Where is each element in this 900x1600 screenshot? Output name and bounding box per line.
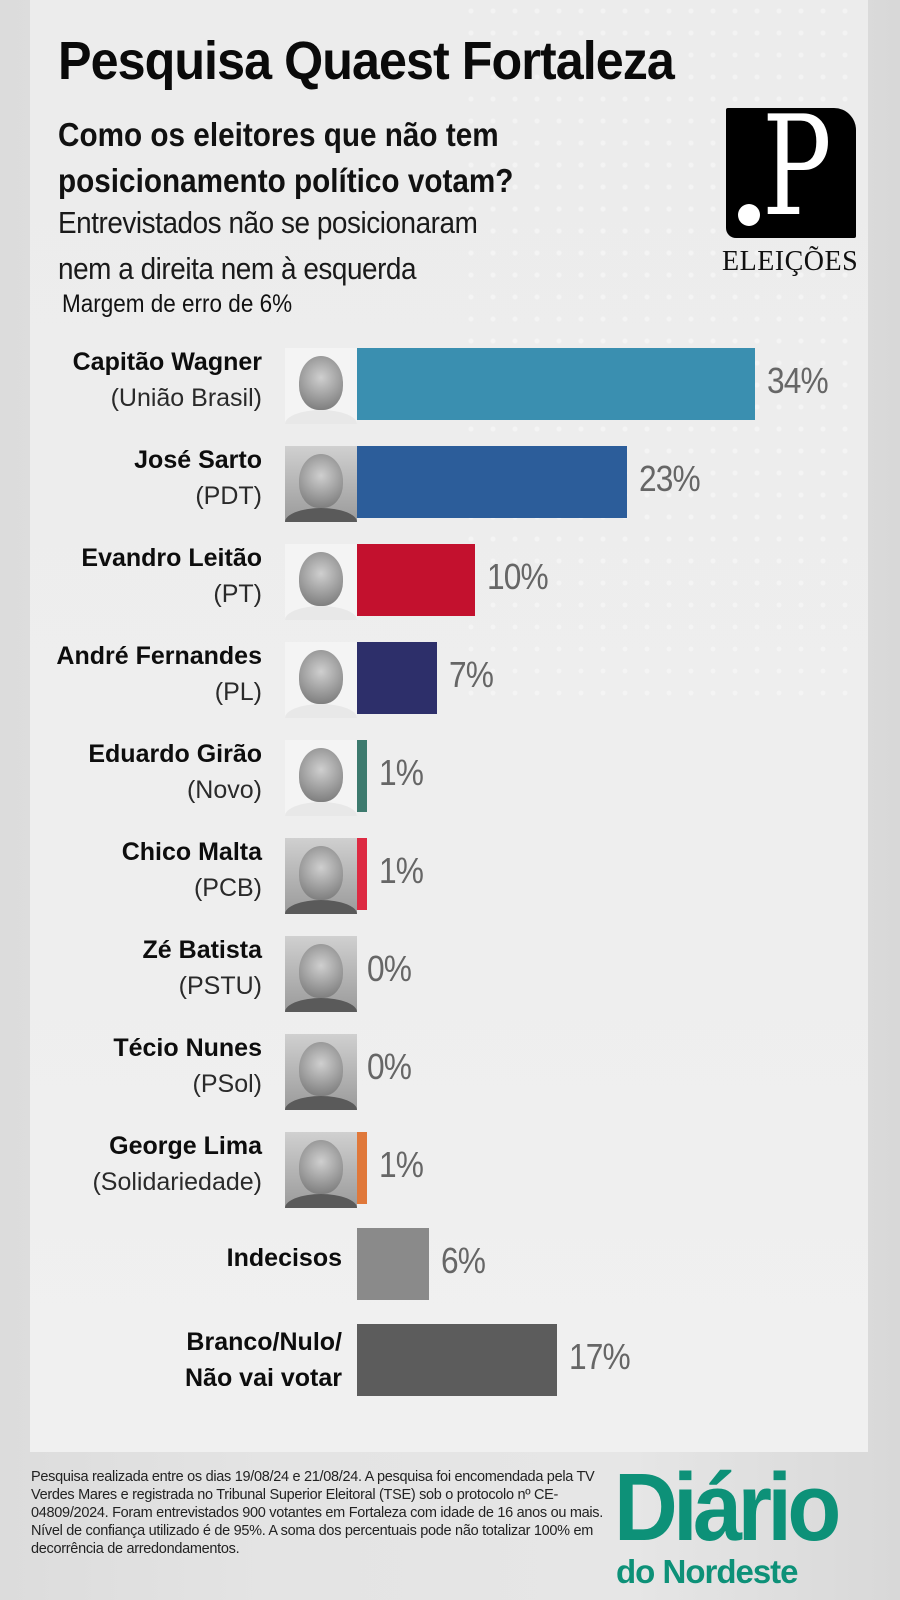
photo-shoulders xyxy=(285,508,357,522)
page-title: Pesquisa Quaest Fortaleza xyxy=(58,31,675,91)
bar-row: Zé Batista (PSTU) 0% xyxy=(0,936,900,1012)
bar-row: Eduardo Girão (Novo) 1% xyxy=(0,740,900,816)
bar-row: Capitão Wagner (União Brasil) 34% xyxy=(0,348,900,424)
percentage-label: 1% xyxy=(379,1144,424,1185)
candidate-party: (PL) xyxy=(214,678,262,706)
brand-line-2: do Nordeste xyxy=(616,1553,799,1590)
percentage-label: 23% xyxy=(639,458,701,499)
photo-face xyxy=(299,1042,343,1096)
candidate-photo xyxy=(285,936,357,1012)
percentage-label: 1% xyxy=(379,752,424,793)
bar-row: Branco/Nulo/Não vai votar 17% xyxy=(0,1324,900,1400)
photo-shoulders xyxy=(285,410,357,424)
bar-row: Indecisos 6% xyxy=(0,1228,900,1304)
bar-row: Técio Nunes (PSol) 0% xyxy=(0,1034,900,1110)
bar-row: André Fernandes (PL) 7% xyxy=(0,642,900,718)
o-povo-logo-icon: P xyxy=(726,98,856,238)
photo-face xyxy=(299,650,343,704)
photo-face xyxy=(299,1140,343,1194)
candidate-name: José Sarto xyxy=(134,446,262,474)
percentage-label: 6% xyxy=(441,1240,486,1281)
percentage-label: 34% xyxy=(767,360,829,401)
candidate-party: (União Brasil) xyxy=(110,384,262,412)
photo-shoulders xyxy=(285,606,357,620)
photo-face xyxy=(299,356,343,410)
category-name-line-1: Branco/Nulo/ xyxy=(186,1328,342,1356)
chart-subtitle: Como os eleitores que não tem posicionam… xyxy=(58,112,513,204)
subtitle-line-1: Como os eleitores que não tem xyxy=(58,116,499,153)
photo-shoulders xyxy=(285,900,357,914)
value-bar xyxy=(357,1228,429,1300)
category-name: Branco/Nulo/Não vai votar xyxy=(185,1324,342,1396)
candidate-party: (Novo) xyxy=(186,776,262,804)
photo-face xyxy=(299,748,343,802)
candidate-party: (PSTU) xyxy=(178,972,262,1000)
candidate-photo xyxy=(285,1034,357,1110)
photo-shoulders xyxy=(285,1096,357,1110)
candidate-name: Zé Batista xyxy=(142,936,262,964)
margin-of-error: Margem de erro de 6% xyxy=(62,290,293,318)
percentage-label: 17% xyxy=(569,1336,631,1377)
candidate-photo xyxy=(285,838,357,914)
candidate-photo xyxy=(285,348,357,424)
diario-do-nordeste-logo: Diário do Nordeste xyxy=(614,1454,856,1590)
candidate-party: (PT) xyxy=(213,580,262,608)
subtitle-line-2: posicionamento político votam? xyxy=(58,162,514,199)
candidate-party: (Solidariedade) xyxy=(92,1168,262,1196)
percentage-label: 1% xyxy=(379,850,424,891)
bar-row: Evandro Leitão (PT) 10% xyxy=(0,544,900,620)
candidate-party: (PSol) xyxy=(192,1070,262,1098)
percentage-label: 7% xyxy=(449,654,494,695)
logo-eleicoes-label: ELEIÇÕES xyxy=(722,246,859,277)
candidate-name: André Fernandes xyxy=(56,642,262,670)
candidate-party: (PCB) xyxy=(193,874,262,902)
candidate-photo xyxy=(285,446,357,522)
brand-line-1: Diário xyxy=(614,1454,841,1561)
photo-shoulders xyxy=(285,802,357,816)
methodology-note: Pesquisa realizada entre os dias 19/08/2… xyxy=(31,1469,603,1557)
candidate-photo xyxy=(285,544,357,620)
photo-face xyxy=(299,944,343,998)
candidate-photo xyxy=(285,740,357,816)
candidate-party: (PDT) xyxy=(195,482,262,510)
bar-row: José Sarto (PDT) 23% xyxy=(0,446,900,522)
description-line-2: nem a direita nem à esquerda xyxy=(58,251,417,286)
chart-panel xyxy=(30,0,868,1452)
candidate-name: Capitão Wagner xyxy=(72,348,262,376)
value-bar xyxy=(357,1324,557,1396)
description-line-1: Entrevistados não se posicionaram xyxy=(58,205,478,240)
chart-description: Entrevistados não se posicionaram nem a … xyxy=(58,200,478,292)
category-name-line-2: Não vai votar xyxy=(184,1364,342,1392)
candidate-name: Técio Nunes xyxy=(113,1034,262,1062)
candidate-name: Eduardo Girão xyxy=(88,740,262,768)
value-bar xyxy=(357,740,367,812)
bar-row: Chico Malta (PCB) 1% xyxy=(0,838,900,914)
photo-face xyxy=(299,454,343,508)
value-bar xyxy=(357,348,755,420)
value-bar xyxy=(357,1132,367,1204)
photo-shoulders xyxy=(285,704,357,718)
photo-face xyxy=(299,846,343,900)
candidate-name: Chico Malta xyxy=(121,838,262,866)
candidate-name: George Lima xyxy=(109,1132,262,1160)
value-bar xyxy=(357,642,437,714)
candidate-name: Evandro Leitão xyxy=(81,544,262,572)
candidate-photo xyxy=(285,642,357,718)
candidate-photo xyxy=(285,1132,357,1208)
percentage-label: 0% xyxy=(367,948,412,989)
value-bar xyxy=(357,446,627,518)
bar-row: George Lima (Solidariedade) 1% xyxy=(0,1132,900,1208)
photo-shoulders xyxy=(285,998,357,1012)
photo-face xyxy=(299,552,343,606)
value-bar xyxy=(357,544,475,616)
percentage-label: 0% xyxy=(367,1046,412,1087)
photo-shoulders xyxy=(285,1194,357,1208)
percentage-label: 10% xyxy=(487,556,549,597)
value-bar xyxy=(357,838,367,910)
logo-letter: P xyxy=(762,86,832,247)
category-name: Indecisos xyxy=(226,1244,342,1272)
logo-dot xyxy=(738,204,760,226)
